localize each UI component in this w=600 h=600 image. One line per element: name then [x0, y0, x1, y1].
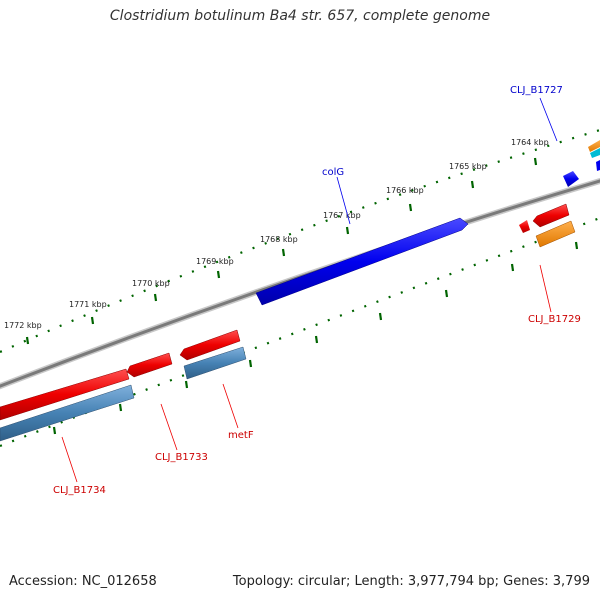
label-clj-b1729[interactable]: CLJ_B1729	[528, 314, 581, 325]
feature-orange-edge[interactable]	[588, 140, 600, 152]
leader-clj-b1733	[160, 403, 178, 451]
scale-label-1767: 1767 kbp	[323, 211, 361, 220]
gene-clj-b1734-arrow[interactable]	[0, 368, 130, 421]
scale-label-1772: 1772 kbp	[4, 321, 42, 330]
scale-label-1771: 1771 kbp	[69, 300, 107, 309]
leader-clj-b1729	[539, 264, 552, 313]
gene-small-red-arrow[interactable]	[519, 220, 530, 233]
scale-label-1764: 1764 kbp	[511, 138, 549, 147]
gene-clj-b1733-arrow[interactable]	[126, 352, 173, 378]
gene-forward-edge-arrow[interactable]	[596, 160, 600, 171]
leader-clj-b1727	[539, 97, 558, 142]
inner-major-ticks	[52, 241, 579, 435]
label-metf[interactable]: metF	[228, 430, 254, 441]
genome-summary-text: Topology: circular; Length: 3,977,794 bp…	[232, 574, 590, 589]
accession-text: Accession: NC_012658	[9, 574, 157, 589]
cds-clj-b1734[interactable]	[0, 384, 135, 442]
leader-colg	[336, 176, 351, 225]
scale-label-1768: 1768 kbp	[260, 235, 298, 244]
map-title: Clostridium botulinum Ba4 str. 657, comp…	[109, 8, 491, 24]
scale-label-1770: 1770 kbp	[132, 279, 170, 288]
outer-major-ticks	[25, 157, 538, 345]
scale-label-1769: 1769 kbp	[196, 257, 234, 266]
feature-cyan-edge[interactable]	[590, 148, 600, 158]
gene-colg-arrow[interactable]	[255, 217, 469, 306]
cds-metf[interactable]	[183, 346, 247, 380]
leader-clj-b1734	[61, 436, 78, 483]
outer-scale-track	[0, 128, 600, 354]
gene-forward-small-arrow[interactable]	[563, 171, 579, 187]
scale-label-1766: 1766 kbp	[386, 186, 424, 195]
gene-metf-arrow[interactable]	[179, 329, 241, 361]
label-clj-b1727[interactable]: CLJ_B1727	[510, 85, 563, 96]
label-colg[interactable]: colG	[322, 167, 344, 178]
scale-label-1765: 1765 kbp	[449, 162, 487, 171]
label-clj-b1734[interactable]: CLJ_B1734	[53, 485, 106, 496]
feature-orange-clj-b1729[interactable]	[535, 220, 576, 248]
gene-clj-b1729-arrow[interactable]	[532, 203, 570, 228]
label-clj-b1733[interactable]: CLJ_B1733	[155, 452, 208, 463]
leader-metf	[222, 383, 239, 429]
